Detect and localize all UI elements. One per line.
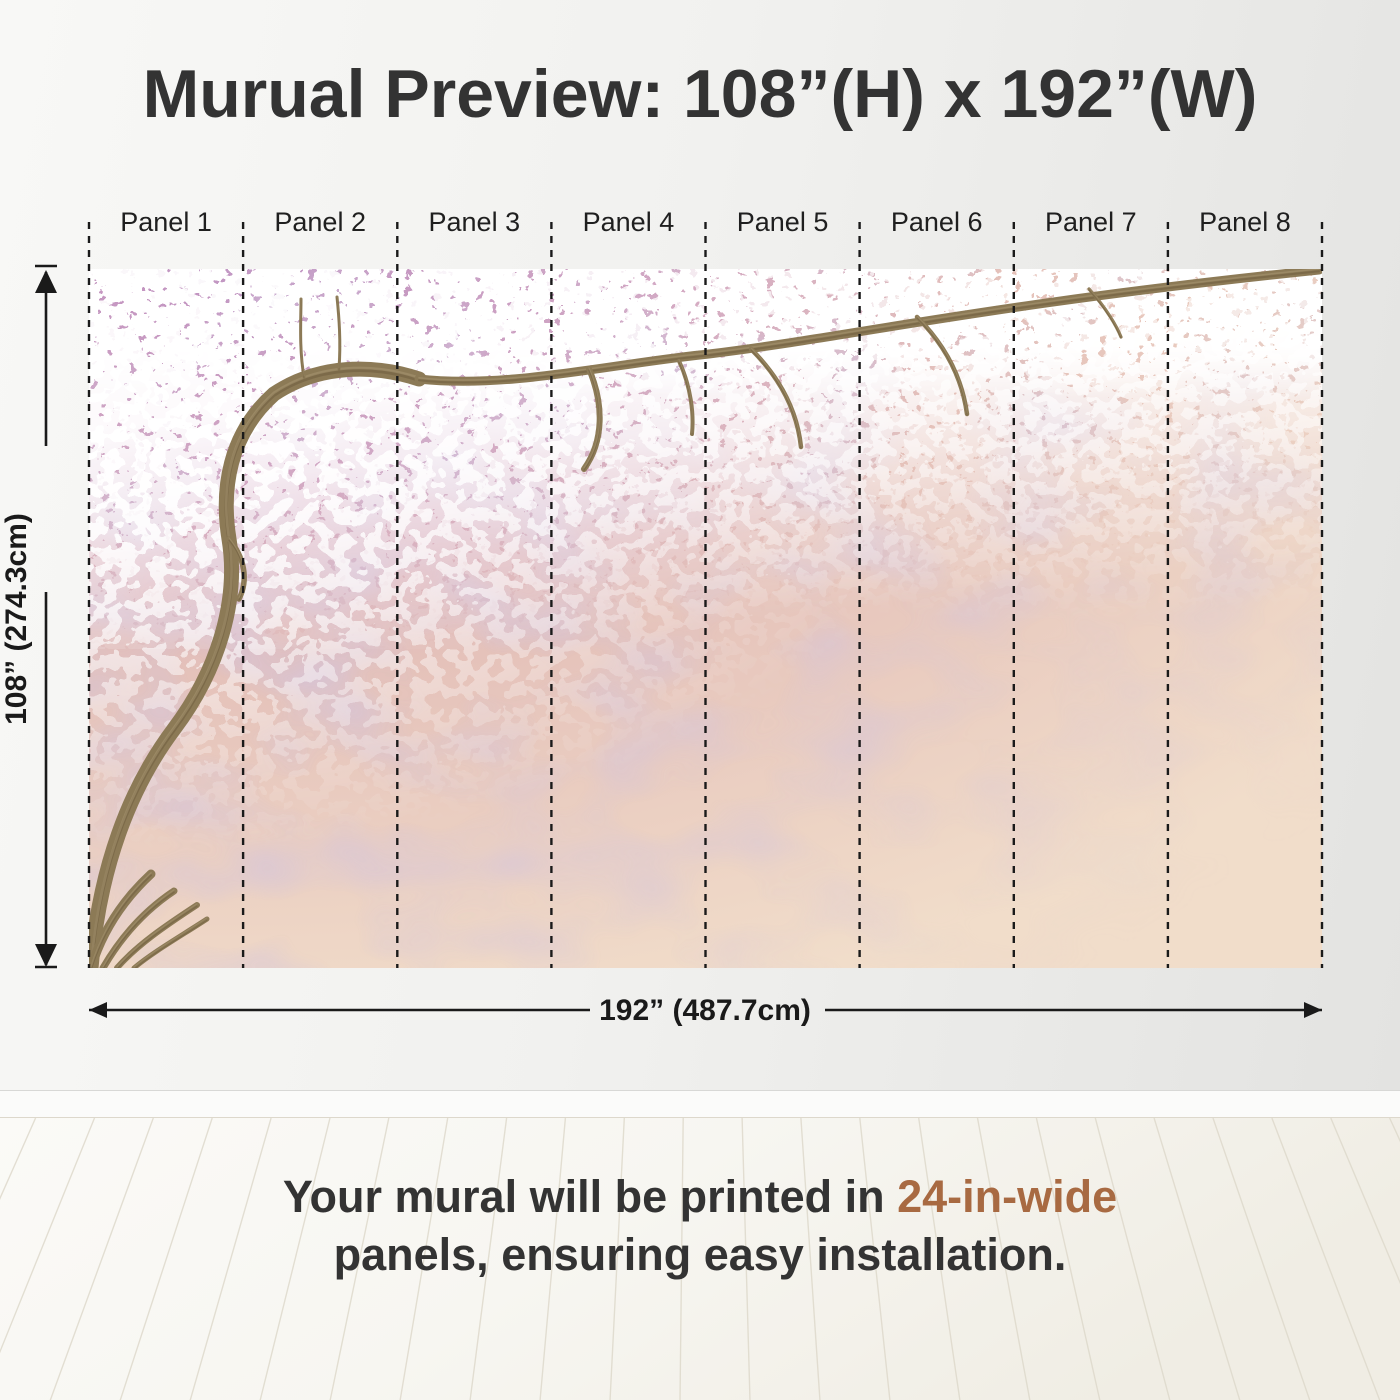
svg-text:192” (487.7cm): 192” (487.7cm): [599, 994, 811, 1027]
svg-text:108” (274.3cm): 108” (274.3cm): [0, 513, 33, 725]
